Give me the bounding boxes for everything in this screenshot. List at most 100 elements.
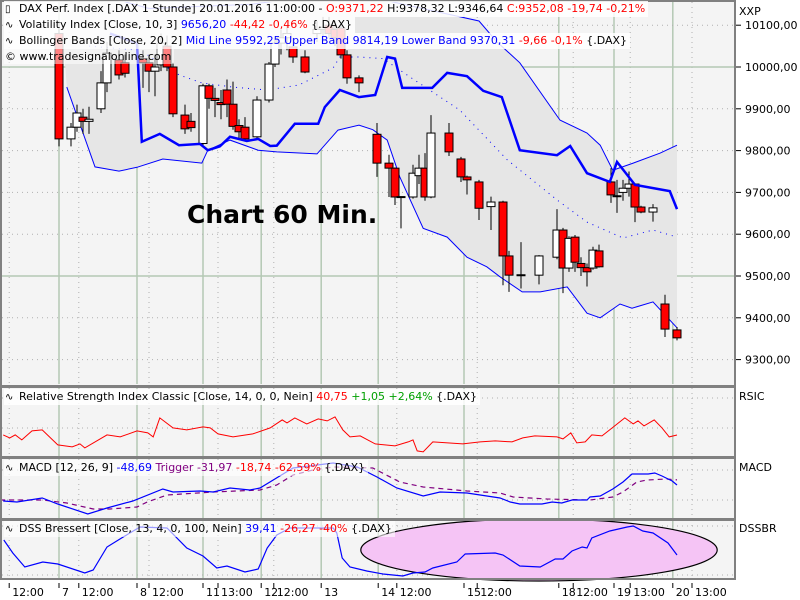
candle-body bbox=[648, 207, 658, 213]
dss-panel-label: DSSBR bbox=[739, 522, 777, 535]
candle-body bbox=[222, 89, 232, 105]
time-axis-tick-label: 19 bbox=[617, 586, 631, 599]
time-axis-tick-label: 12:00 bbox=[480, 586, 512, 599]
price-open: O:9371,22 bbox=[325, 2, 384, 15]
dss-legend[interactable]: ∿ DSS Bressert [Close, 13, 4, 0, 100, Nei… bbox=[4, 521, 395, 537]
indicator-wave-icon: ∿ bbox=[5, 463, 14, 474]
volatility-symbol: {.DAX} bbox=[311, 18, 353, 31]
candle-body bbox=[612, 195, 622, 198]
candle-body bbox=[630, 183, 640, 208]
time-axis-tick-label: 14 bbox=[381, 586, 395, 599]
macd-value: -48,69 bbox=[116, 461, 153, 474]
candle-body bbox=[120, 62, 130, 74]
time-axis-tick-label: 13 bbox=[324, 586, 338, 599]
time-axis-tick-label: 13:00 bbox=[633, 586, 665, 599]
candle-body bbox=[384, 162, 394, 169]
macd-line bbox=[3, 462, 678, 515]
candle-body bbox=[426, 132, 436, 198]
macd-change: -18,74 -62,59% bbox=[235, 461, 321, 474]
price-axis-tick-label: 10000,00 bbox=[745, 61, 798, 74]
volatility-value: 9656,20 bbox=[180, 18, 227, 31]
bollinger-legend[interactable]: ∿ Bollinger Bands [Close, 20, 2] Mid Line… bbox=[4, 33, 631, 49]
macd-trigger-label: Trigger bbox=[155, 461, 194, 474]
dss-line bbox=[3, 525, 678, 577]
candle-body bbox=[486, 201, 496, 208]
candle-body bbox=[198, 85, 208, 144]
volatility-index-line bbox=[109, 32, 679, 210]
rsi-legend[interactable]: ∿ Relative Strength Index Classic [Close,… bbox=[4, 389, 481, 405]
chart-overlay-title: Chart 60 Min. bbox=[187, 200, 378, 229]
candle-body bbox=[516, 274, 526, 277]
volatility-change: -44,42 -0,46% bbox=[229, 18, 308, 31]
time-axis-tick-label: 8 bbox=[140, 586, 147, 599]
price-legend[interactable]: ▯ DAX Perf. Index [.DAX 1 Stunde] 20.01.2… bbox=[4, 1, 649, 17]
candle-body bbox=[150, 66, 160, 72]
candle-body bbox=[462, 176, 472, 181]
price-legend-name: DAX Perf. Index [.DAX 1 Stunde] 20.01.20… bbox=[19, 2, 323, 15]
candle-body bbox=[252, 99, 262, 138]
candle-body bbox=[264, 63, 274, 101]
candle-body bbox=[84, 118, 94, 122]
macd-trigger-value: -31,97 bbox=[196, 461, 233, 474]
time-axis-tick-label: 15 bbox=[467, 586, 481, 599]
candle-body bbox=[570, 236, 580, 263]
price-axis-tick-label: 9300,00 bbox=[745, 354, 791, 367]
dss-value: 39,41 bbox=[245, 522, 277, 535]
candle-body bbox=[354, 77, 364, 84]
time-axis-tick-label: 12 bbox=[264, 586, 278, 599]
candle-body bbox=[636, 206, 646, 213]
macd-legend[interactable]: ∿ MACD [12, 26, 9] -48,69 Trigger -31,97 … bbox=[4, 460, 369, 476]
candle-body bbox=[456, 158, 466, 178]
candle-body bbox=[390, 167, 400, 198]
price-axis[interactable]: 10100,00 10000,00 9900,00 9800,00 9700,00 960… bbox=[736, 19, 798, 367]
time-axis-tick-label: 20 bbox=[676, 586, 690, 599]
price-panel bbox=[54, 2, 682, 341]
time-axis-tick-label: 18 bbox=[562, 586, 576, 599]
candle-body bbox=[534, 255, 544, 276]
candle-body bbox=[582, 267, 592, 273]
candle-body bbox=[606, 181, 616, 196]
copyright-text: © www.tradesignalonline.com bbox=[4, 49, 175, 64]
candle-body bbox=[444, 132, 454, 153]
bollinger-mid-line bbox=[88, 45, 678, 239]
candle-body bbox=[474, 181, 484, 209]
price-axis-tick-label: 9800,00 bbox=[745, 145, 791, 158]
bollinger-values: Mid Line 9592,25 Upper Band 9814,19 Lowe… bbox=[185, 34, 516, 47]
price-axis-tick-label: 9600,00 bbox=[745, 228, 791, 241]
price-high-low: H:9378,32 L:9346,64 bbox=[387, 2, 504, 15]
price-close: C:9352,08 -19,74 -0,21% bbox=[506, 2, 646, 15]
rsi-panel-label: RSIC bbox=[739, 390, 765, 403]
candle-body bbox=[498, 201, 508, 257]
candle-body bbox=[240, 126, 250, 140]
volatility-legend[interactable]: ∿ Volatility Index [Close, 10, 3] 9656,20… bbox=[4, 17, 356, 33]
price-axis-tick-label: 9500,00 bbox=[745, 270, 791, 283]
macd-symbol: {.DAX} bbox=[324, 461, 366, 474]
panel-border bbox=[0, 519, 736, 580]
candlestick-icon: ▯ bbox=[5, 4, 11, 15]
macd-legend-name: MACD [12, 26, 9] bbox=[19, 461, 114, 474]
time-axis-tick-label: 13:00 bbox=[695, 586, 727, 599]
rsi-panel bbox=[2, 416, 678, 453]
time-axis-tick-label: 13:00 bbox=[221, 586, 253, 599]
rsi-legend-name: Relative Strength Index Classic [Close, … bbox=[19, 390, 313, 403]
price-axis-tick-label: 9400,00 bbox=[745, 312, 791, 325]
price-axis-tick-label: 10100,00 bbox=[745, 19, 798, 32]
time-axis-tick-label: 12:00 bbox=[400, 586, 432, 599]
candle-body bbox=[204, 85, 214, 99]
bollinger-legend-name: Bollinger Bands [Close, 20, 2] bbox=[19, 34, 183, 47]
dss-panel bbox=[3, 518, 718, 582]
macd-panel-label: MACD bbox=[739, 461, 772, 474]
candle-body bbox=[660, 303, 670, 330]
candle-body bbox=[372, 133, 382, 164]
rsi-value: 40,75 bbox=[316, 390, 348, 403]
candle-body bbox=[66, 126, 76, 140]
time-axis-tick-label: 12:00 bbox=[576, 586, 608, 599]
bollinger-change: -9,66 -0,1% bbox=[518, 34, 583, 47]
dss-legend-name: DSS Bressert [Close, 13, 4, 0, 100, Nein… bbox=[19, 522, 242, 535]
candle-body bbox=[504, 255, 514, 276]
indicator-wave-icon: ∿ bbox=[5, 524, 14, 535]
volatility-legend-name: Volatility Index [Close, 10, 3] bbox=[19, 18, 178, 31]
candle-body bbox=[210, 97, 220, 101]
